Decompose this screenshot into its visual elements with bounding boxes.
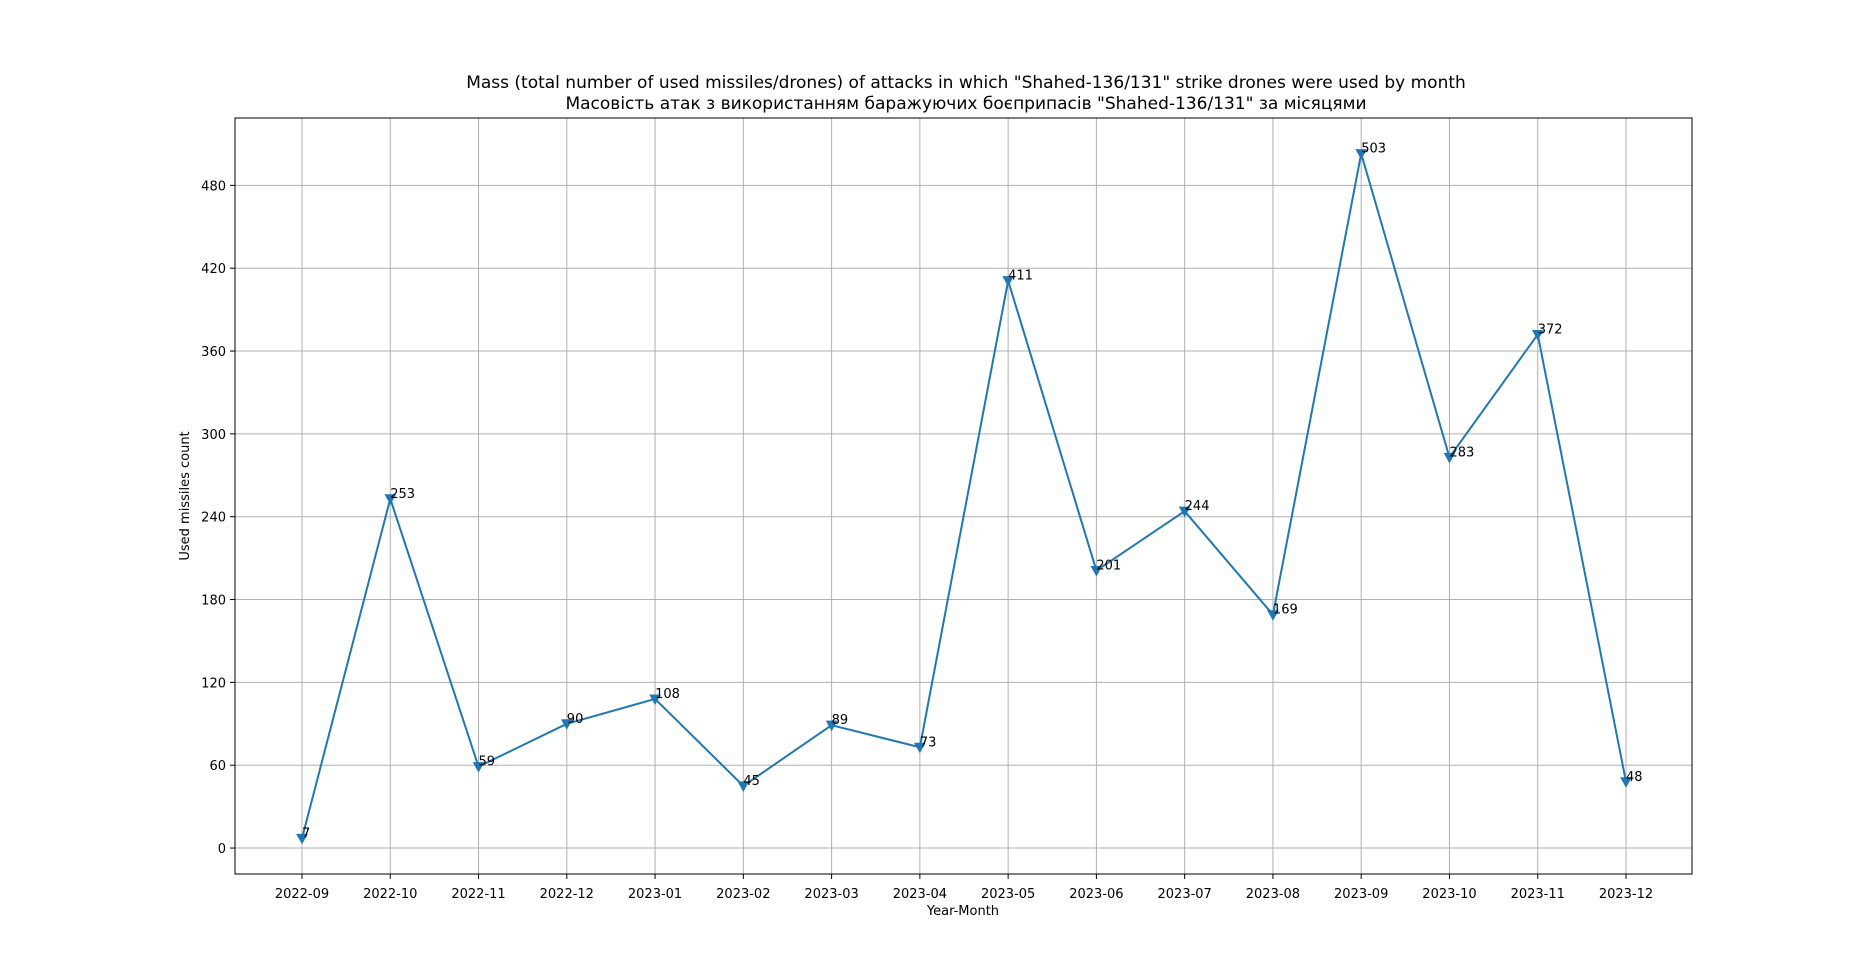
x-axis-ticks: 2022-09 2022-10 2022-11 2022-12 2023-01 2023-… [275,874,1653,902]
data-label: 411 [1008,269,1033,284]
data-labels: 7 253 59 90 108 45 89 73 411 201 244 169 503 283 372 48 [302,142,1643,842]
data-label: 45 [743,774,760,789]
plot-frame [234,117,1693,875]
x-tick-label: 2023-01 [628,887,682,902]
x-tick-label: 2023-06 [1069,887,1123,902]
chart-subtitle: Масовість атак з використанням баражуючи… [565,94,1366,114]
x-tick-label: 2022-09 [275,887,329,902]
x-tick-label: 2023-08 [1246,887,1300,902]
data-point-marker [560,719,573,730]
x-tick-label: 2023-05 [981,887,1035,902]
data-label: 503 [1361,142,1386,157]
data-label: 48 [1626,770,1643,785]
data-label: 90 [567,712,584,727]
data-label: 283 [1449,445,1474,460]
y-tick-label: 420 [201,262,226,277]
x-tick-label: 2022-11 [451,887,505,902]
y-tick-label: 480 [201,179,226,194]
chart-title: Mass (total number of used missiles/dron… [466,73,1466,93]
x-tick-label: 2022-10 [363,887,417,902]
data-point-marker [1267,610,1279,621]
data-point-marker [914,742,926,754]
data-point-marker [825,720,838,732]
data-label: 108 [655,687,680,702]
grid [235,118,1692,874]
data-label: 372 [1538,322,1563,337]
y-tick-label: 300 [201,428,226,443]
y-tick-label: 60 [209,759,226,774]
x-tick-label: 2023-03 [804,887,858,902]
data-point-marker [296,833,308,845]
x-tick-label: 2023-09 [1334,887,1388,902]
data-label: 201 [1096,559,1121,574]
data-label: 59 [479,755,496,770]
y-tick-label: 180 [201,594,226,609]
data-point-marker [1002,276,1014,287]
y-axis-ticks: 0 60 120 180 240 300 360 420 480 [201,179,235,857]
data-point-marker [1620,777,1632,788]
x-tick-label: 2023-04 [893,887,947,902]
data-label: 89 [832,713,849,728]
series-line [301,152,1627,839]
x-axis-label: Year-Month [926,904,999,919]
y-axis-label: Used missiles count [178,431,193,560]
data-label: 73 [920,735,937,750]
data-point-marker [1355,149,1368,160]
data-series [296,149,1632,845]
x-tick-label: 2023-02 [716,887,770,902]
data-point-marker [649,694,661,705]
data-point-marker [737,781,750,792]
data-point-marker [1178,506,1191,518]
data-label: 244 [1185,499,1210,514]
x-tick-label: 2023-10 [1422,887,1476,902]
data-label: 253 [390,487,415,502]
data-label: 7 [302,826,310,841]
y-tick-label: 240 [201,511,226,526]
data-point-marker [1090,566,1103,577]
y-tick-label: 120 [201,676,226,691]
data-label: 169 [1273,603,1298,618]
x-tick-label: 2023-07 [1158,887,1212,902]
x-tick-label: 2023-11 [1511,887,1565,902]
data-point-marker [384,494,397,505]
y-tick-label: 360 [201,345,226,360]
data-point-marker [1531,329,1544,341]
y-tick-label: 0 [218,842,226,857]
x-tick-label: 2023-12 [1599,887,1653,902]
data-point-marker [472,762,485,773]
x-tick-label: 2022-12 [540,887,594,902]
data-point-marker [1443,452,1456,464]
